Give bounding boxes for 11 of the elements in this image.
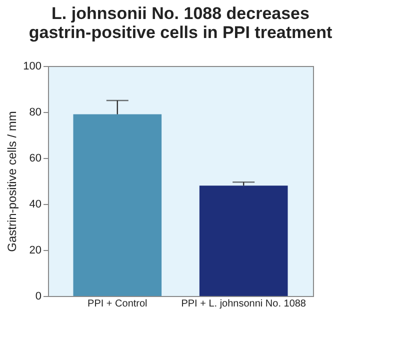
text: gastrin-positive cells in PPI treatment: [28, 23, 332, 42]
y-tick-label: 100: [23, 60, 42, 72]
y-tick-label: 60: [29, 152, 42, 164]
y-tick-label: 80: [29, 106, 42, 118]
y-tick-label: 0: [35, 290, 42, 302]
x-tick-label: PPI + Control: [88, 298, 148, 310]
text: L. johnsonii No. 1088 decreases: [52, 4, 310, 23]
y-tick-label: 20: [29, 244, 42, 256]
x-tick-label: PPI + L. johnsonni No. 1088: [181, 298, 306, 310]
y-axis-title: Gastrin-positive cells / mm: [5, 111, 20, 252]
y-tick-label: 40: [29, 198, 42, 210]
